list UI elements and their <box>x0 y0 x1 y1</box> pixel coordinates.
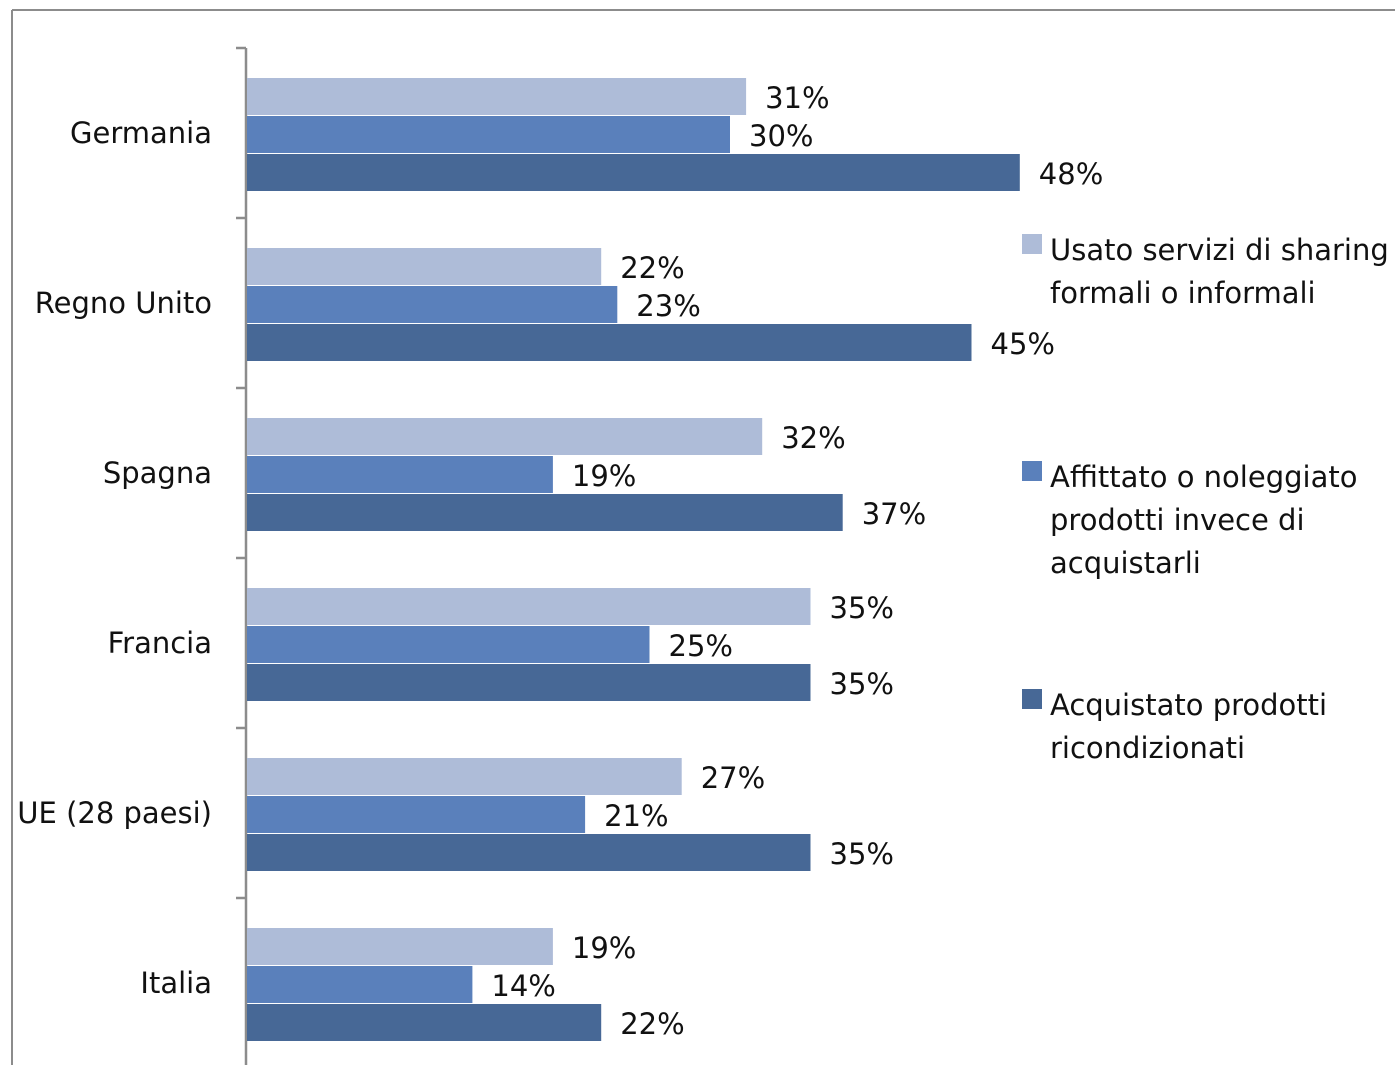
bar <box>247 456 553 493</box>
legend-entry-label: prodotti invece di <box>1050 503 1305 537</box>
bar <box>247 78 747 115</box>
bar <box>247 494 843 531</box>
legend-entry-label: Affittato o noleggiato <box>1050 460 1357 494</box>
data-label: 25% <box>669 629 733 663</box>
data-label: 19% <box>572 931 636 965</box>
legend-swatch <box>1022 234 1042 254</box>
bar <box>247 966 473 1003</box>
data-label: 22% <box>620 251 684 285</box>
category-label: Francia <box>108 626 212 660</box>
data-label: 32% <box>781 421 845 455</box>
bar <box>247 154 1020 191</box>
bar <box>247 286 618 323</box>
bar <box>247 588 811 625</box>
data-label: 35% <box>830 837 894 871</box>
data-label: 22% <box>620 1007 684 1041</box>
bar <box>247 248 602 285</box>
data-label: 31% <box>765 81 829 115</box>
bar <box>247 116 730 153</box>
data-label: 37% <box>862 497 926 531</box>
bar <box>247 324 972 361</box>
data-label: 48% <box>1039 157 1103 191</box>
legend-entry-label: Usato servizi di sharing <box>1050 233 1389 267</box>
category-label: Regno Unito <box>35 286 212 320</box>
category-label: Italia <box>140 966 212 1000</box>
legend-entry-label: Acquistato prodotti <box>1050 688 1327 722</box>
bars-group <box>247 78 1020 1041</box>
category-labels: Germania Regno Unito Spagna Francia UE (28 p… <box>17 116 212 1000</box>
bar <box>247 664 811 701</box>
bar <box>247 928 553 965</box>
data-label: 45% <box>991 327 1055 361</box>
legend-swatch <box>1022 689 1042 709</box>
legend-entry-label: formali o informali <box>1050 276 1316 310</box>
category-axis <box>236 46 248 1065</box>
legend-entry-label: ricondizionati <box>1050 731 1245 765</box>
data-label: 14% <box>491 969 555 1003</box>
legend: Usato servizi di sharing formali o inform… <box>1022 233 1389 765</box>
bar <box>247 626 650 663</box>
data-label: 23% <box>636 289 700 323</box>
category-label: Spagna <box>103 456 212 490</box>
value-labels: 31% 30% 48% 22% 23% 45% 32% 19% 37% 35% 25% 35% 27% 2… <box>491 81 1103 1041</box>
category-label: Germania <box>70 116 212 150</box>
bar <box>247 418 763 455</box>
bar <box>247 1004 602 1041</box>
data-label: 30% <box>749 119 813 153</box>
data-label: 35% <box>830 667 894 701</box>
bar <box>247 834 811 871</box>
legend-entry-label: acquistarli <box>1050 546 1201 580</box>
data-label: 21% <box>604 799 668 833</box>
data-label: 35% <box>830 591 894 625</box>
category-label: UE (28 paesi) <box>17 796 212 830</box>
legend-swatch <box>1022 461 1042 481</box>
data-label: 19% <box>572 459 636 493</box>
data-label: 27% <box>701 761 765 795</box>
bar <box>247 758 682 795</box>
bar <box>247 796 586 833</box>
